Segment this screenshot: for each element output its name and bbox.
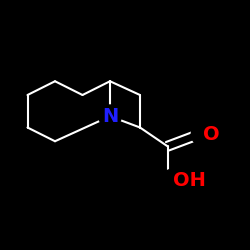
Circle shape xyxy=(191,123,214,146)
Circle shape xyxy=(161,169,184,192)
Text: OH: OH xyxy=(172,171,206,190)
Text: O: O xyxy=(202,125,219,144)
Circle shape xyxy=(99,105,121,128)
Text: N: N xyxy=(102,107,118,126)
